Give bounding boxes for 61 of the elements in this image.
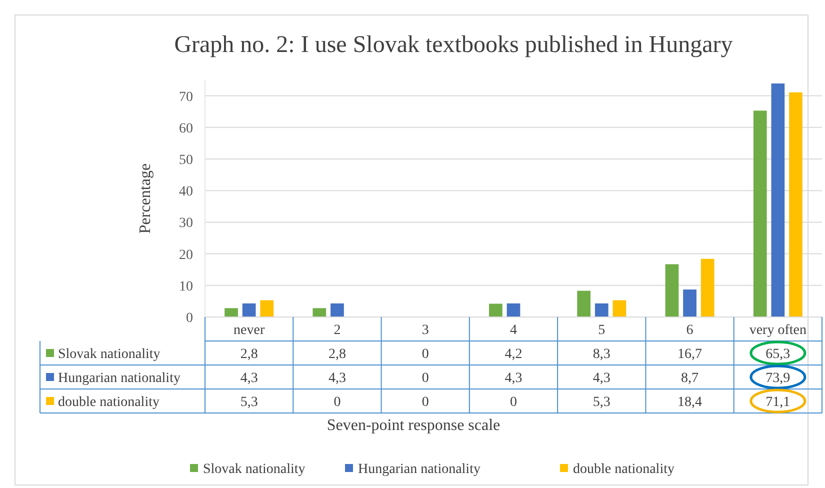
data-label: 2,8: [328, 347, 346, 362]
bar: [224, 308, 238, 317]
data-label: 16,7: [678, 347, 702, 362]
data-label: 4,3: [592, 371, 610, 386]
y-tick-label: 50: [179, 153, 193, 168]
data-label: 73,9: [766, 371, 790, 386]
bar: [577, 290, 591, 317]
bar: [771, 83, 785, 317]
y-tick-label: 60: [179, 121, 193, 136]
bar: [700, 258, 714, 317]
x-axis-title: Seven-point response scale: [326, 417, 500, 434]
y-tick-label: 40: [179, 184, 193, 200]
data-label: 8,3: [592, 347, 610, 362]
data-label: 4,3: [328, 371, 346, 386]
data-label: 5,3: [592, 395, 610, 410]
bar: [665, 264, 679, 317]
data-label: 2,8: [240, 347, 258, 362]
text: double nationality: [573, 462, 674, 477]
y-tick-label: 70: [179, 90, 193, 105]
data-label: 8,7: [681, 371, 699, 386]
x-tick-label: never: [234, 323, 265, 338]
y-tick-label: 20: [179, 248, 193, 263]
bar: [312, 308, 326, 317]
bar: [506, 303, 520, 317]
data-label: 0: [510, 395, 517, 410]
data-label: 0: [422, 395, 429, 410]
chart-title: Graph no. 2: I use Slovak textbooks published in Hungary: [174, 32, 733, 58]
x-tick-label: 4: [510, 323, 517, 338]
data-label: 4,2: [504, 347, 522, 362]
bar: [753, 110, 767, 317]
bar: [242, 303, 256, 317]
y-tick-label: 10: [179, 279, 193, 294]
bar: [789, 92, 802, 317]
data-label: 18,4: [678, 395, 702, 410]
bar: [489, 304, 502, 317]
x-tick-label: 2: [334, 323, 341, 338]
data-label: 71,1: [766, 395, 790, 410]
data-label: 0: [334, 395, 341, 410]
data-label: 65,3: [766, 347, 790, 362]
text: Slovak nationality: [203, 462, 306, 477]
bar: [612, 300, 626, 317]
legend-label: double nationality: [58, 395, 160, 410]
y-tick-label: 0: [186, 311, 193, 326]
y-axis-title: Percentage: [137, 163, 154, 234]
x-tick-label: 3: [422, 323, 429, 338]
bar: [594, 303, 608, 317]
data-label: 4,3: [240, 371, 258, 386]
bar: [330, 303, 344, 317]
x-tick-label: very often: [749, 323, 807, 338]
x-tick-label: 6: [686, 323, 694, 338]
x-tick-label: 5: [598, 323, 606, 338]
bar: [683, 290, 696, 317]
data-label: 0: [422, 347, 429, 362]
data-label: 4,3: [504, 371, 522, 386]
y-tick-label: 30: [179, 216, 193, 232]
data-label: 0: [422, 371, 429, 386]
bar: [260, 300, 274, 317]
legend-label: Hungarian nationality: [58, 371, 180, 386]
data-label: 5,3: [240, 395, 258, 410]
text: Hungarian nationality: [358, 462, 480, 477]
legend-label: Slovak nationality: [58, 347, 160, 362]
